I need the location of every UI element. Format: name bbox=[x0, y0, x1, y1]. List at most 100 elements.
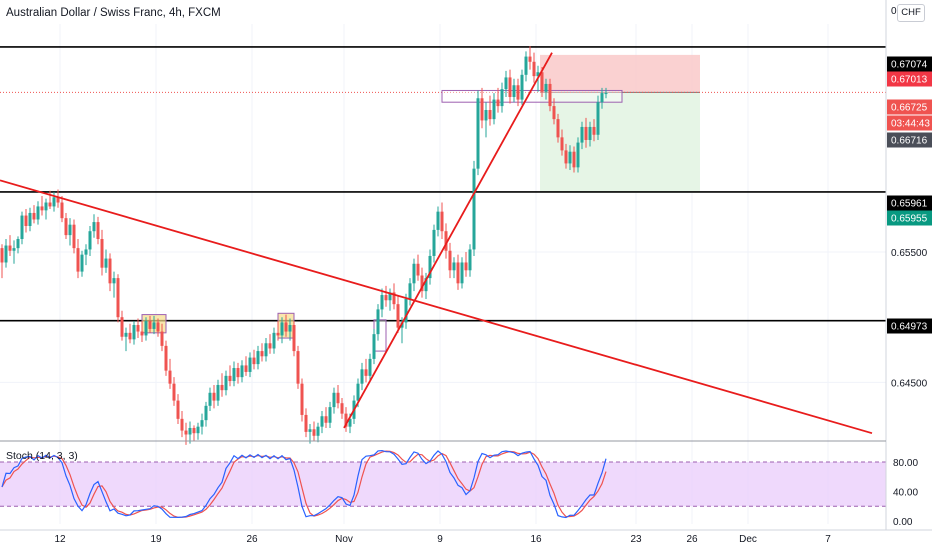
candle-body bbox=[300, 383, 304, 415]
candle-body bbox=[132, 325, 136, 340]
candle-body bbox=[492, 99, 496, 120]
candle-body bbox=[508, 77, 512, 97]
candle-body bbox=[296, 351, 300, 384]
candle-body bbox=[160, 331, 164, 346]
candle-body bbox=[556, 119, 560, 138]
candle-body bbox=[64, 218, 68, 236]
price-tag-label: 0.66716 bbox=[891, 136, 928, 147]
candle-body bbox=[184, 430, 188, 435]
candle-body bbox=[328, 407, 332, 423]
stoch-d-line bbox=[1, 450, 607, 518]
highlight-box bbox=[441, 89, 623, 103]
candle-body bbox=[576, 142, 580, 168]
price-tag-label: 0.65961 bbox=[891, 199, 928, 210]
candle-body bbox=[116, 278, 120, 318]
candle-body bbox=[584, 126, 588, 140]
candle-body bbox=[464, 262, 468, 271]
trendline-descending bbox=[0, 179, 873, 435]
candle-body bbox=[308, 429, 312, 432]
candle-body bbox=[572, 151, 576, 168]
candle-body bbox=[152, 322, 156, 329]
candle-body bbox=[0, 248, 4, 263]
candle-body bbox=[412, 263, 416, 284]
candle-body bbox=[4, 245, 8, 263]
candle-body bbox=[108, 258, 112, 284]
stoch-label: Stoch (14, 3, 3) bbox=[6, 450, 78, 462]
stoch-band-fill bbox=[0, 462, 886, 507]
candle-body bbox=[28, 212, 32, 226]
candle-body bbox=[228, 375, 232, 382]
candle-body bbox=[56, 197, 60, 203]
candle-body bbox=[336, 392, 340, 404]
price-tag-level bbox=[887, 195, 932, 211]
candle-body bbox=[432, 229, 436, 256]
candle-body bbox=[252, 357, 256, 365]
candle-body bbox=[348, 418, 352, 427]
price-tag-dark bbox=[887, 132, 932, 148]
candle-body bbox=[544, 83, 548, 92]
candle-body bbox=[68, 224, 72, 236]
candle-body bbox=[596, 102, 600, 135]
candle-body bbox=[472, 168, 476, 250]
candle-body bbox=[408, 283, 412, 299]
price-tag-label: 0.65955 bbox=[891, 214, 928, 225]
candle-body bbox=[480, 98, 484, 121]
stoch-tick-label: 40.00 bbox=[893, 488, 918, 499]
price-tag-current bbox=[887, 99, 932, 115]
candle-body bbox=[524, 56, 528, 75]
candle-body bbox=[104, 258, 108, 268]
candle-body bbox=[80, 254, 84, 272]
candle-body bbox=[568, 151, 572, 164]
candle-body bbox=[276, 332, 280, 336]
candle-body bbox=[604, 93, 608, 95]
candle-body bbox=[376, 309, 380, 335]
candle-body bbox=[8, 245, 12, 251]
candle-body bbox=[288, 325, 292, 332]
price-tag-label: 0.66725 bbox=[891, 103, 928, 114]
x-tick-label: Nov bbox=[335, 534, 353, 545]
candle-body bbox=[60, 202, 64, 219]
candle-body bbox=[552, 106, 556, 120]
candle-body bbox=[284, 322, 288, 332]
candle-body bbox=[512, 85, 516, 97]
price-tag-label: 0.64973 bbox=[891, 322, 928, 333]
candle-body bbox=[240, 365, 244, 378]
candle-body bbox=[324, 416, 328, 423]
candle-body bbox=[200, 420, 204, 427]
candle-body bbox=[580, 126, 584, 143]
candle-body bbox=[504, 77, 508, 90]
trendline-ascending bbox=[343, 52, 553, 429]
candle-body bbox=[332, 392, 336, 408]
candle-body bbox=[148, 321, 152, 329]
x-tick-label: Dec bbox=[739, 534, 757, 545]
candle-body bbox=[44, 202, 48, 211]
candle-body bbox=[176, 400, 180, 419]
candle-body bbox=[280, 322, 284, 336]
candle-body bbox=[208, 392, 212, 406]
candle-body bbox=[360, 369, 364, 384]
candle-body bbox=[188, 427, 192, 435]
x-tick-label: 7 bbox=[825, 534, 831, 545]
price-tag-level bbox=[887, 56, 932, 72]
currency-button[interactable]: CHF bbox=[897, 4, 925, 22]
candle-body bbox=[476, 98, 480, 169]
candle-body bbox=[24, 215, 28, 226]
candle-body bbox=[428, 255, 432, 279]
candle-body bbox=[388, 292, 392, 301]
candle-body bbox=[528, 56, 532, 62]
candle-body bbox=[260, 351, 264, 357]
candle-body bbox=[20, 215, 24, 240]
candle-body bbox=[192, 427, 196, 434]
price-tag-label: 03:44:43 bbox=[891, 119, 930, 130]
candle-body bbox=[436, 211, 440, 230]
candle-body bbox=[392, 292, 396, 305]
x-tick-label: 26 bbox=[246, 534, 258, 545]
candle-body bbox=[128, 332, 132, 340]
candle-body bbox=[196, 426, 200, 434]
price-tag-target bbox=[887, 210, 932, 226]
candle-body bbox=[452, 262, 456, 271]
x-tick-label: 16 bbox=[530, 534, 542, 545]
candle-body bbox=[72, 224, 76, 249]
